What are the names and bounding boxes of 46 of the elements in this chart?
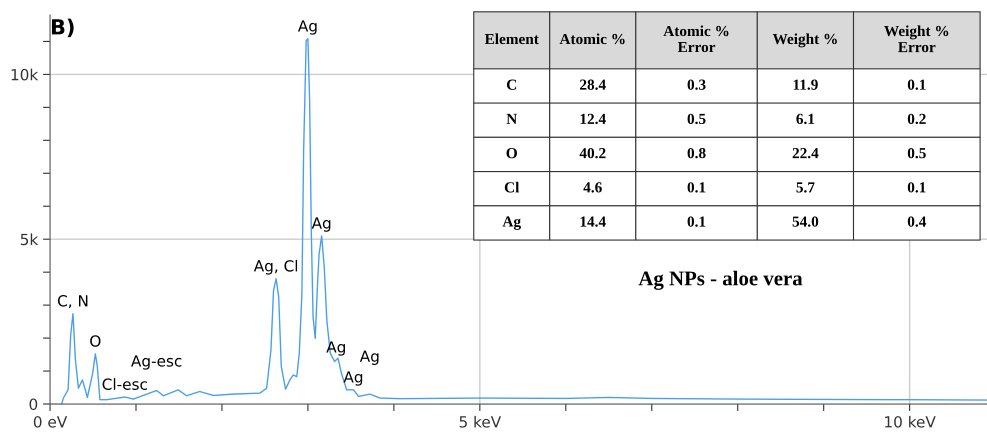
text: 40.2 bbox=[580, 148, 606, 158]
text: 0.5 bbox=[688, 114, 706, 124]
text: 0.1 bbox=[688, 216, 706, 227]
category-label: N bbox=[506, 114, 518, 124]
category-label: Element bbox=[484, 33, 539, 44]
category-label: Ag bbox=[502, 216, 521, 230]
x-tick-label: 0 eV bbox=[34, 416, 68, 428]
y-tick-label: 0 bbox=[30, 398, 38, 410]
text: 0.3 bbox=[688, 80, 706, 90]
text: 0.1 bbox=[908, 182, 926, 193]
x-tick-label: 10 keV bbox=[885, 416, 936, 428]
annotation: Ag bbox=[344, 371, 362, 386]
category-label: Atomic % Error bbox=[663, 25, 728, 52]
text: 22.4 bbox=[792, 148, 818, 158]
text: 0.4 bbox=[908, 216, 926, 227]
annotation: Ag-esc bbox=[131, 355, 182, 370]
text: 0.8 bbox=[688, 148, 706, 158]
category-label: C bbox=[506, 80, 516, 90]
y-tick-label: 5k bbox=[20, 233, 38, 246]
annotation: Ag bbox=[360, 350, 378, 365]
annotation: Ag bbox=[298, 20, 317, 35]
text: 0.2 bbox=[908, 114, 926, 124]
text: 12.4 bbox=[580, 114, 606, 124]
category-label: Cl bbox=[504, 182, 520, 193]
text: 0.1 bbox=[688, 182, 706, 193]
annotation: Cl-esc bbox=[102, 378, 147, 390]
chart-title: B) bbox=[52, 18, 74, 38]
text: 0.1 bbox=[908, 80, 926, 90]
text: 5.7 bbox=[796, 182, 815, 193]
text: 4.6 bbox=[583, 182, 602, 193]
annotation: Ag NPs - aloe vera bbox=[638, 270, 802, 290]
text: 11.9 bbox=[794, 80, 818, 90]
x-tick-label: 5 keV bbox=[460, 416, 502, 428]
text: 14.4 bbox=[580, 216, 606, 227]
annotation: O bbox=[90, 335, 100, 347]
annotation: C, N bbox=[58, 295, 88, 308]
category-label: Atomic % bbox=[560, 33, 625, 44]
category-label: O bbox=[506, 148, 517, 158]
y-tick-label: 10k bbox=[12, 68, 38, 80]
text: 6.1 bbox=[796, 114, 814, 124]
category-label: Weight % bbox=[772, 33, 837, 48]
text: 54.0 bbox=[792, 216, 818, 227]
category-label: Weight % Error bbox=[884, 25, 948, 52]
text: 0.5 bbox=[908, 148, 926, 158]
annotation: Ag, Cl bbox=[254, 260, 298, 275]
text: 28.4 bbox=[580, 80, 606, 90]
